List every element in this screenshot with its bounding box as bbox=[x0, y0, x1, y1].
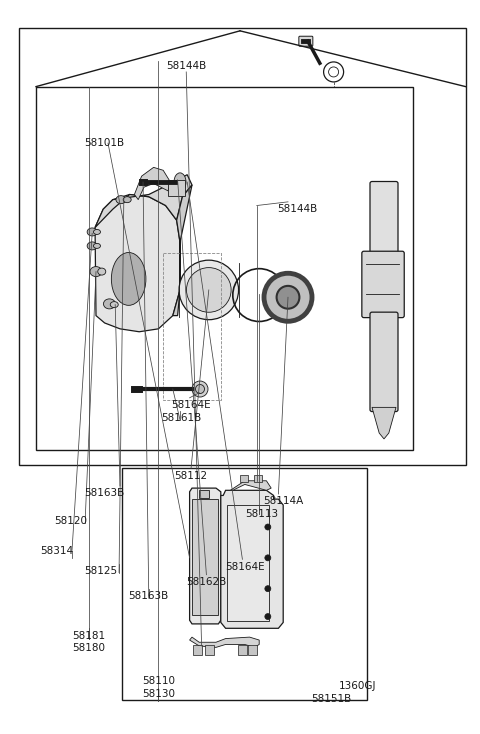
Text: 58314: 58314 bbox=[40, 545, 73, 556]
Ellipse shape bbox=[94, 244, 100, 248]
Text: 58164E: 58164E bbox=[171, 400, 211, 410]
Bar bbox=[193, 645, 202, 655]
Text: 58144B: 58144B bbox=[166, 61, 206, 71]
Ellipse shape bbox=[111, 252, 146, 305]
Bar bbox=[254, 476, 262, 482]
Polygon shape bbox=[221, 490, 283, 628]
Polygon shape bbox=[173, 185, 192, 316]
Ellipse shape bbox=[174, 173, 186, 192]
Ellipse shape bbox=[104, 299, 115, 309]
FancyBboxPatch shape bbox=[362, 251, 404, 318]
Ellipse shape bbox=[110, 302, 118, 308]
Bar bbox=[227, 505, 269, 621]
Text: 58181: 58181 bbox=[72, 631, 106, 641]
Text: 58101B: 58101B bbox=[84, 138, 124, 148]
Ellipse shape bbox=[276, 286, 300, 309]
Text: 58114A: 58114A bbox=[263, 496, 303, 506]
Circle shape bbox=[265, 524, 271, 530]
Bar bbox=[192, 499, 218, 615]
Polygon shape bbox=[134, 167, 170, 200]
Ellipse shape bbox=[116, 196, 126, 203]
Text: 58112: 58112 bbox=[174, 470, 208, 481]
Bar bbox=[36, 87, 413, 450]
Bar bbox=[240, 476, 248, 482]
Text: 58162B: 58162B bbox=[186, 577, 227, 587]
Text: 58164E: 58164E bbox=[225, 562, 264, 572]
Bar bbox=[19, 28, 466, 465]
Text: 58151B: 58151B bbox=[311, 694, 351, 704]
Ellipse shape bbox=[87, 242, 97, 250]
Ellipse shape bbox=[123, 197, 131, 203]
Text: 58113: 58113 bbox=[245, 509, 278, 519]
Polygon shape bbox=[230, 481, 271, 490]
Text: 1360GJ: 1360GJ bbox=[339, 680, 376, 691]
Bar bbox=[199, 490, 209, 498]
Polygon shape bbox=[190, 637, 259, 647]
Ellipse shape bbox=[98, 268, 106, 275]
Ellipse shape bbox=[264, 273, 312, 321]
Ellipse shape bbox=[87, 228, 97, 236]
Ellipse shape bbox=[94, 230, 100, 234]
FancyBboxPatch shape bbox=[299, 36, 313, 46]
Bar bbox=[239, 645, 247, 655]
Bar bbox=[168, 180, 185, 196]
Polygon shape bbox=[190, 488, 221, 624]
Circle shape bbox=[265, 555, 271, 561]
Ellipse shape bbox=[179, 260, 239, 320]
Bar bbox=[163, 253, 221, 400]
FancyBboxPatch shape bbox=[370, 312, 398, 412]
Text: 58163B: 58163B bbox=[129, 591, 169, 601]
Text: 58130: 58130 bbox=[142, 688, 175, 699]
Text: 58110: 58110 bbox=[142, 676, 175, 686]
Text: 58161B: 58161B bbox=[161, 413, 202, 424]
Polygon shape bbox=[95, 175, 192, 228]
Ellipse shape bbox=[186, 268, 231, 312]
Text: 58163B: 58163B bbox=[84, 488, 125, 498]
Bar bbox=[122, 468, 367, 700]
Ellipse shape bbox=[90, 266, 102, 277]
Text: 58180: 58180 bbox=[72, 643, 105, 653]
Polygon shape bbox=[372, 407, 396, 439]
Polygon shape bbox=[95, 195, 180, 332]
Ellipse shape bbox=[195, 385, 204, 393]
Text: 58144B: 58144B bbox=[277, 204, 318, 214]
Text: 58125: 58125 bbox=[84, 566, 118, 576]
Circle shape bbox=[265, 586, 271, 592]
Bar bbox=[205, 645, 214, 655]
Circle shape bbox=[265, 614, 271, 619]
FancyBboxPatch shape bbox=[370, 181, 398, 263]
Text: 58120: 58120 bbox=[55, 516, 87, 526]
Ellipse shape bbox=[192, 381, 208, 397]
Bar bbox=[248, 645, 257, 655]
